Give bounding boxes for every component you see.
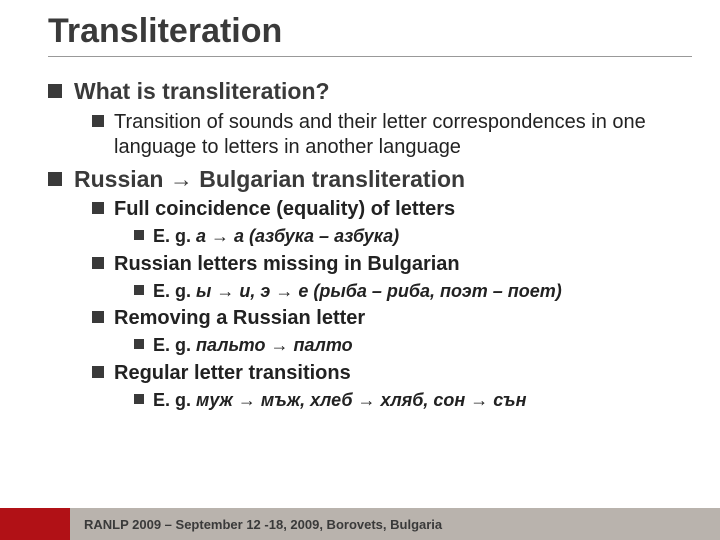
- footer-text: RANLP 2009 – September 12 -18, 2009, Bor…: [70, 508, 720, 540]
- bullet-text: Russian letters missing in Bulgarian: [114, 252, 460, 277]
- slide-footer: RANLP 2009 – September 12 -18, 2009, Bor…: [0, 508, 720, 540]
- bullet-text: Russian → Bulgarian transliteration: [74, 166, 465, 194]
- bullet-level-3: E. g. а → а (азбука – азбука): [134, 225, 692, 248]
- bullet-level-2: Transition of sounds and their letter co…: [92, 110, 692, 160]
- bullet-level-2: Russian letters missing in Bulgarian: [92, 252, 692, 277]
- slide-title: Transliteration: [48, 12, 282, 51]
- bullet-text: What is transliteration?: [74, 78, 330, 106]
- square-bullet-icon: [134, 285, 144, 295]
- bullet-level-3: E. g. пальто → палто: [134, 334, 692, 357]
- square-bullet-icon: [134, 394, 144, 404]
- bullet-text: E. g. муж → мъж, хлеб → хляб, сон → сън: [153, 389, 526, 412]
- square-bullet-icon: [92, 311, 104, 323]
- bullet-level-1: Russian → Bulgarian transliteration: [48, 166, 692, 194]
- square-bullet-icon: [92, 257, 104, 269]
- bullet-text: E. g. пальто → палто: [153, 334, 353, 357]
- square-bullet-icon: [92, 202, 104, 214]
- bullet-text: Full coincidence (equality) of letters: [114, 197, 455, 222]
- square-bullet-icon: [48, 84, 62, 98]
- bullet-level-2: Full coincidence (equality) of letters: [92, 197, 692, 222]
- bullet-level-3: E. g. муж → мъж, хлеб → хляб, сон → сън: [134, 389, 692, 412]
- bullet-level-2: Removing a Russian letter: [92, 306, 692, 331]
- square-bullet-icon: [92, 366, 104, 378]
- bullet-text: E. g. а → а (азбука – азбука): [153, 225, 399, 248]
- square-bullet-icon: [48, 172, 62, 186]
- slide-content: What is transliteration? Transition of so…: [48, 72, 692, 414]
- title-rule: [48, 56, 692, 57]
- bullet-level-2: Regular letter transitions: [92, 361, 692, 386]
- square-bullet-icon: [92, 115, 104, 127]
- footer-accent: [0, 508, 70, 540]
- square-bullet-icon: [134, 230, 144, 240]
- bullet-text: Regular letter transitions: [114, 361, 351, 386]
- square-bullet-icon: [134, 339, 144, 349]
- bullet-text: E. g. ы → и, э → е (рыба – риба, поэт – …: [153, 280, 562, 303]
- bullet-text: Removing a Russian letter: [114, 306, 365, 331]
- bullet-level-1: What is transliteration?: [48, 78, 692, 106]
- bullet-level-3: E. g. ы → и, э → е (рыба – риба, поэт – …: [134, 280, 692, 303]
- bullet-text: Transition of sounds and their letter co…: [114, 110, 692, 160]
